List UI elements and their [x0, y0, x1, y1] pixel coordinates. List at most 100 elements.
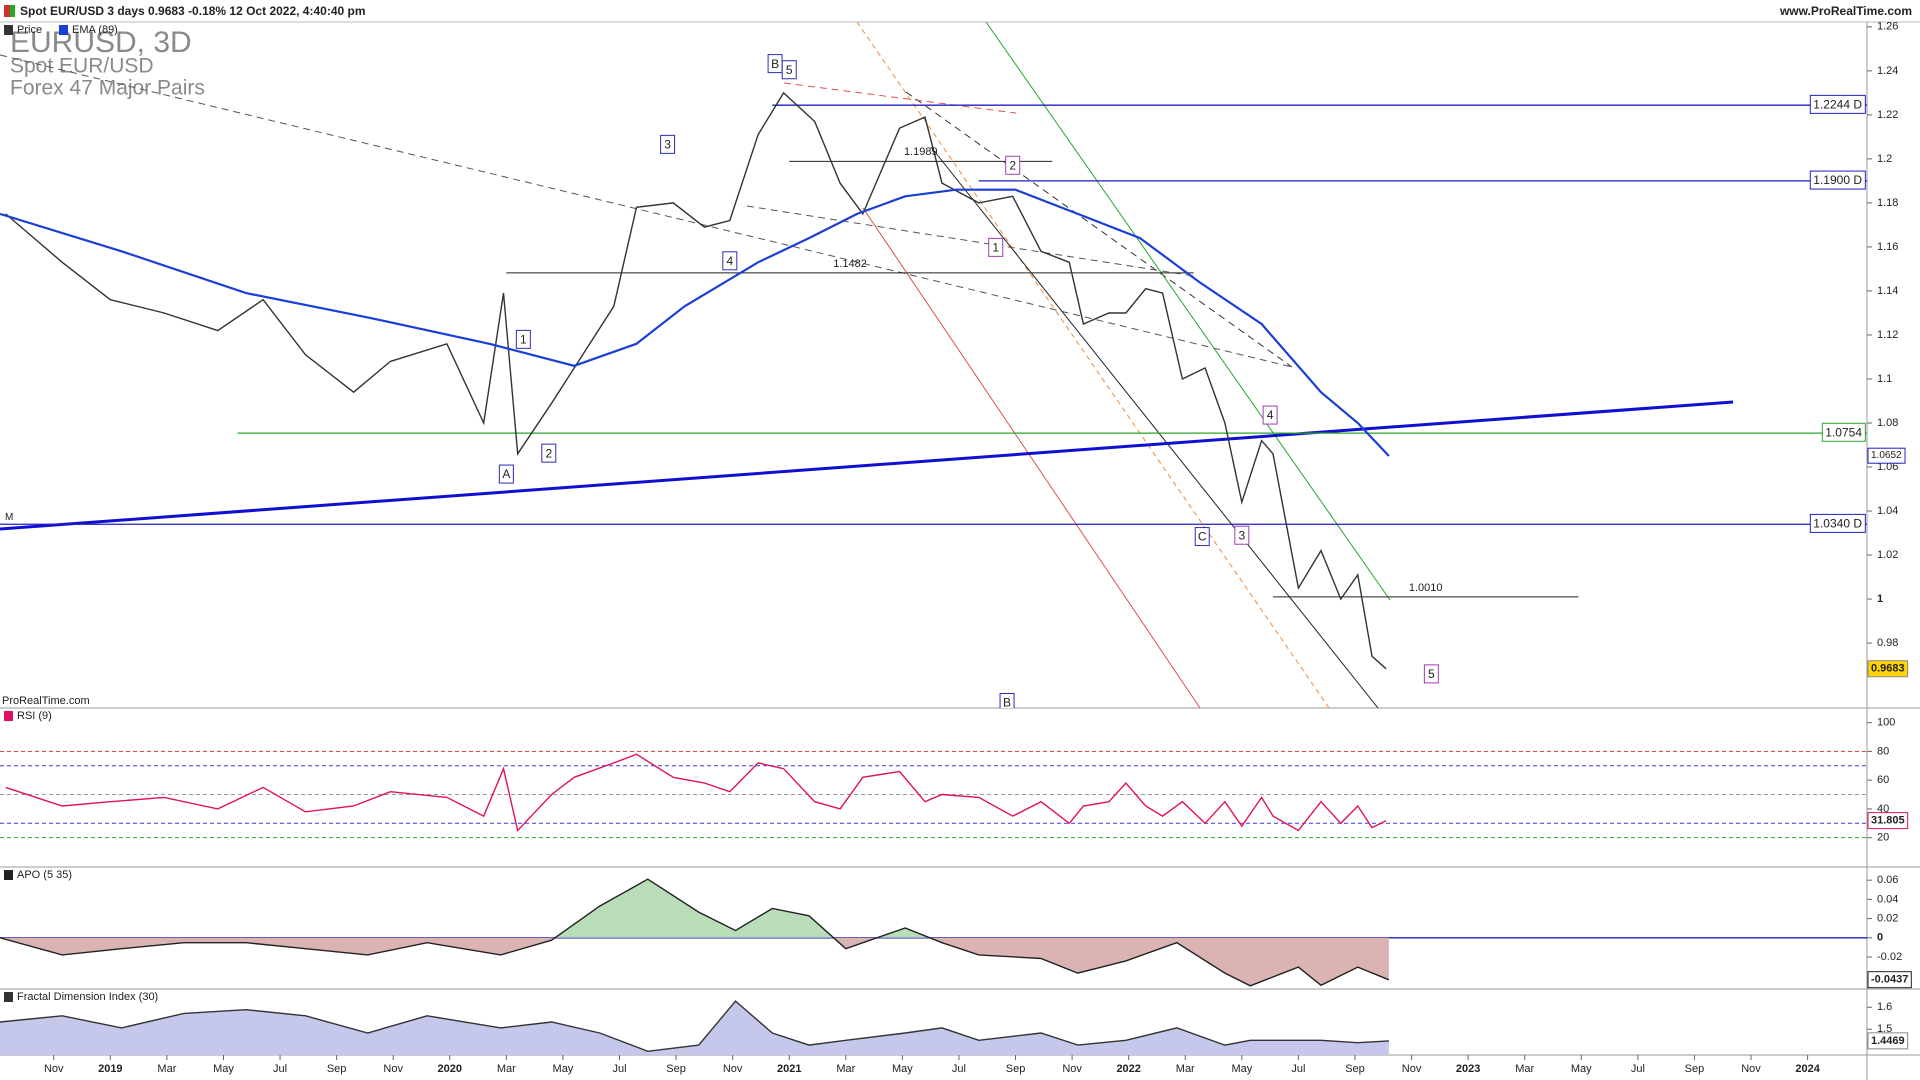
area — [0, 1001, 1389, 1055]
x-tick-label: Mar — [497, 1063, 516, 1075]
legend-label: EMA (89) — [72, 24, 118, 36]
level-label-box — [1809, 94, 1866, 114]
x-tick-label: Nov — [723, 1063, 743, 1075]
wave-label-box — [1234, 525, 1250, 545]
panel — [0, 1000, 1389, 1055]
y-tick-label: 0.98 — [1877, 637, 1898, 649]
x-tick-label: May — [213, 1063, 234, 1075]
trendline — [985, 22, 1391, 601]
last-value-badge-box — [1867, 660, 1909, 678]
x-tick-label: May — [1231, 1063, 1252, 1075]
wave-label: A — [502, 467, 510, 481]
y-tick-label: -0.02 — [1877, 951, 1902, 963]
panel — [0, 750, 1867, 839]
x-tick-label: 2019 — [98, 1063, 122, 1075]
trendline — [862, 207, 1201, 708]
wave-label-box — [999, 692, 1015, 708]
legend-swatch — [59, 25, 68, 35]
y-tick-label: 40 — [1877, 803, 1889, 815]
last-value-badge: 31.805 — [1871, 815, 1905, 827]
level-label: 1.2244 D — [1813, 97, 1862, 111]
wave-label-box — [515, 329, 531, 349]
trendline — [0, 54, 1293, 368]
panel — [0, 878, 1867, 987]
wave-label: 1 — [992, 241, 999, 255]
series-line — [0, 878, 1390, 987]
x-tick-label: Jul — [1631, 1063, 1645, 1075]
y-tick-label: 20 — [1877, 832, 1889, 844]
x-tick-label: 2024 — [1795, 1063, 1820, 1075]
level-label-box — [1809, 170, 1866, 190]
x-tick-label: 2023 — [1456, 1063, 1480, 1075]
segment-label: 1.1989 — [904, 146, 938, 158]
wave-label-box — [498, 464, 514, 484]
y-tick-label: 1 — [1877, 593, 1883, 605]
last-value-badge: 1.4469 — [1871, 1035, 1905, 1047]
app-icon — [4, 5, 10, 17]
wave-label-box — [541, 443, 557, 463]
x-tick-label: Sep — [1685, 1063, 1705, 1075]
wave-label-box — [722, 251, 738, 271]
segment-label: 1.0010 — [1409, 582, 1443, 594]
header-site[interactable]: www.ProRealTime.com — [1779, 4, 1912, 18]
y-tick-label: 1.06 — [1877, 461, 1898, 473]
area-positive — [554, 879, 930, 938]
wave-label: B — [1003, 696, 1011, 710]
legend-swatch — [4, 25, 13, 35]
wave-label: 1 — [520, 333, 527, 347]
y-tick-label: 0 — [1877, 932, 1883, 944]
x-tick-label: Sep — [1345, 1063, 1365, 1075]
x-tick-label: Nov — [383, 1063, 403, 1075]
legend-label: Price — [17, 24, 42, 36]
y-tick-label: 1.6 — [1877, 1001, 1892, 1013]
x-tick-label: Jul — [612, 1063, 626, 1075]
group-overlay: Forex 47 Major Pairs — [10, 77, 205, 100]
y-tick-label: 100 — [1877, 717, 1895, 729]
x-tick-label: Sep — [327, 1063, 347, 1075]
name-overlay: Spot EUR/USD — [10, 55, 154, 78]
app-icon — [10, 5, 15, 17]
legend-label: Fractal Dimension Index (30) — [17, 991, 158, 1003]
y-tick-label: 1.1 — [1877, 373, 1892, 385]
x-tick-label: 2022 — [1116, 1063, 1140, 1075]
y-tick-label: 1.2 — [1877, 153, 1892, 165]
wave-label-box — [660, 134, 676, 154]
x-tick-label: May — [1571, 1063, 1592, 1075]
y-tick-label: 1.16 — [1877, 241, 1898, 253]
x-tick-label: Sep — [1006, 1063, 1026, 1075]
wave-label: 4 — [1267, 408, 1274, 422]
y-tick-label: 0.04 — [1877, 893, 1898, 905]
legend-swatch — [4, 870, 13, 880]
area-negative — [0, 937, 1389, 986]
wave-label: 3 — [1238, 528, 1245, 542]
wave-label: 2 — [1009, 158, 1016, 172]
trendline — [746, 205, 1195, 277]
segment-label: 1.1482 — [833, 258, 867, 270]
x-tick-label: Mar — [157, 1063, 176, 1075]
x-tick-label: May — [892, 1063, 913, 1075]
wave-label-box — [1005, 155, 1021, 175]
wave-label: 4 — [726, 254, 733, 268]
trendline — [856, 22, 1330, 708]
x-tick-label: 2020 — [438, 1063, 462, 1075]
wave-label: 2 — [545, 446, 552, 460]
level-label: 1.0340 D — [1813, 516, 1862, 530]
x-tick-label: Jul — [952, 1063, 966, 1075]
legend-label: RSI (9) — [17, 710, 52, 722]
series-line — [5, 91, 1387, 670]
x-tick-label: Nov — [1062, 1063, 1082, 1075]
y-tick-label: 1.24 — [1877, 65, 1898, 77]
y-tick-label: 0.06 — [1877, 874, 1898, 886]
wave-label: B — [771, 57, 779, 71]
legend-swatch — [4, 992, 13, 1002]
level-label-box — [1809, 513, 1866, 533]
level-label: 1.1900 D — [1813, 173, 1862, 187]
x-tick-label: Nov — [44, 1063, 64, 1075]
wave-label-box — [988, 237, 1004, 257]
legend-label: APO (5 35) — [17, 869, 72, 881]
x-tick-label: Jul — [273, 1063, 287, 1075]
last-value-badge: -0.0437 — [1871, 974, 1908, 986]
